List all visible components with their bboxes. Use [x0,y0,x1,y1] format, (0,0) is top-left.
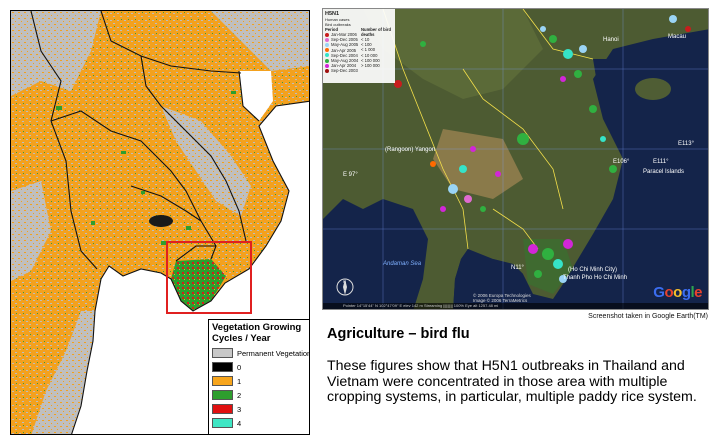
legend-label: 0 [237,362,242,372]
period-item: Sep-Dec 2005 [331,37,358,43]
map-label-hcm2: Thanh Pho Ho Chi Minh [563,275,628,281]
map-label-e106: E106° [613,159,630,165]
map-label-macau: Macau [668,34,687,40]
period-dot [325,48,329,53]
map-label-rangoon: (Rangoon) Yangon [385,147,436,153]
map-label-hanoi: Hanoi [603,37,619,43]
compass-icon[interactable]: N [335,277,355,297]
map-label-e111: E111° [653,159,669,165]
size-item: > 100 000 [361,63,380,69]
copyright-line: Image © 2006 TerraMetrics [473,298,528,303]
google-letter: G [653,284,665,301]
size-item: < 100 000 [361,57,380,63]
mekong-delta [171,259,226,311]
gulf-of-thailand [101,266,181,331]
size-item: < 10 [361,37,370,43]
vegetation-cycles-map: Vegetation Growing Cycles / Year Permane… [10,10,310,435]
size-item: < 1 000 [361,47,376,53]
copyright-line: © 2006 Europa Technologies [473,293,531,298]
vegetation-legend: Vegetation Growing Cycles / Year Permane… [208,319,310,434]
period-item: May-Aug 2004 [331,58,359,64]
outbreak-markers [394,15,691,283]
legend-swatch [212,348,233,358]
screenshot-caption: Screenshot taken in Google Earth(TM) [588,313,708,320]
legend-item-permanent: Permanent Vegetation [209,346,310,360]
google-logo: Google [653,284,702,301]
map-copyright: © 2006 Europa Technologies Image © 2006 … [473,293,531,303]
svg-text:N: N [343,279,346,284]
google-letter: g [681,284,691,301]
human-cases-label: Human cases [325,17,350,22]
period-dot [325,58,329,63]
map-label-paracel: Paracel Islands [643,169,685,175]
period-item: Sep-Dec 2003 [331,68,358,74]
map-label-e97: E 97° [343,172,358,178]
legend-swatch [212,404,233,414]
legend-swatch [212,390,233,400]
legend-item-3: 3 [209,402,309,416]
legend-label: 4 [237,418,242,428]
google-letter: o [664,284,674,301]
legend-item-1: 1 [209,374,309,388]
satellite-land [323,9,708,309]
period-label: Period [325,27,339,32]
tonle-sap-lake [149,215,173,227]
legend-item-0: 0 [209,360,309,374]
legend-swatch [212,362,233,372]
hainan-island [635,78,671,100]
period-dot [325,37,329,42]
period-dot [325,63,329,68]
legend-label: 2 [237,390,242,400]
period-dot [325,42,329,47]
period-item: May-Aug 2005 [331,42,359,48]
map-label-hcm: (Ho Chi Minh City) [568,267,618,273]
period-item: Jan-Apr 2005 [331,47,357,53]
map-label-n11: N11° [511,265,524,271]
period-item: Sep-Dec 2004 [331,52,358,58]
legend-label: 3 [237,404,242,414]
period-dot [325,68,329,73]
period-dot [325,32,329,37]
map-label-andaman-sea: Andaman Sea [383,261,422,267]
period-item: Jan-Mar 2006 [331,32,357,38]
period-item: Jan-Apr 2004 [331,63,357,69]
google-letter: e [694,284,702,301]
h5n1-legend-title: H5N1 [325,11,340,17]
legend-item-2: 2 [209,388,309,402]
legend-title: Vegetation Growing Cycles / Year [212,322,302,344]
legend-item-4: 4 [209,416,309,430]
map-label-e113: E113° [678,141,694,147]
mekong-highlight-box [166,241,252,314]
google-letter: o [673,284,682,301]
size-item: < 100 [361,42,372,48]
h5n1-legend: H5N1 Human cases Bird outbreaks Period J… [323,9,395,83]
google-letter: l [690,284,695,301]
google-earth-map[interactable]: H5N1 Human cases Bird outbreaks Period J… [322,8,709,310]
number-label: Number of bird deaths [361,27,392,37]
slide-heading: Agriculture – bird flu [327,326,470,342]
map-status-bar: Pointer 14°15'44" N 102°47'09" E elev 14… [323,303,708,309]
legend-label: 1 [237,376,242,386]
legend-label: Permanent Vegetation [237,348,310,358]
size-item: < 10 000 [361,52,378,58]
legend-swatch [212,418,233,428]
slide-body-text: These figures show that H5N1 outbreaks i… [327,358,697,405]
legend-swatch [212,376,233,386]
bird-outbreaks-label: Bird outbreaks [325,22,351,27]
period-dot [325,53,329,58]
